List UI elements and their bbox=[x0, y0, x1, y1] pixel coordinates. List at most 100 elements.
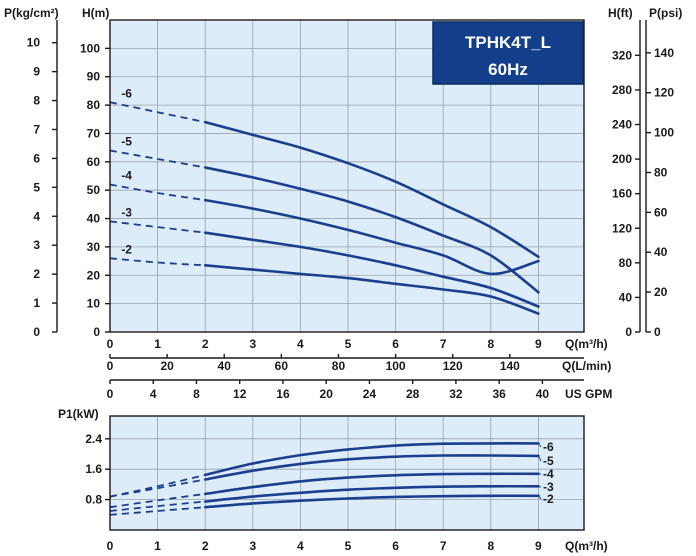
power-curve-dashed-5 bbox=[109, 478, 206, 498]
power-flow-tick-label: 9 bbox=[535, 539, 542, 553]
head-curve-5 bbox=[203, 166, 540, 294]
head-tick-label: 10 bbox=[87, 297, 101, 311]
pressure-psi-axis-unit: P(psi) bbox=[649, 6, 682, 20]
flow-lmin-tick-label: 100 bbox=[386, 359, 406, 373]
pressure-psi-tick-label: 40 bbox=[654, 245, 668, 259]
pressure-psi-tick-label: 20 bbox=[654, 285, 668, 299]
power-tick-label: 0.8 bbox=[85, 493, 102, 507]
head-tick-label: 50 bbox=[87, 183, 101, 197]
flow-lmin-tick-label: 140 bbox=[500, 359, 520, 373]
flow-m3h-axis-unit: Q(m³/h) bbox=[565, 337, 608, 351]
pressure-kg-tick-label: 2 bbox=[33, 267, 40, 281]
flow-lmin-tick-label: 80 bbox=[332, 359, 346, 373]
head-ft-tick-label: 120 bbox=[612, 221, 632, 235]
flow-m3h-tick-label: 2 bbox=[202, 337, 209, 351]
power-flow-tick-label: 6 bbox=[392, 539, 399, 553]
head-ft-tick-label: 280 bbox=[612, 83, 632, 97]
head-curve-label: -2 bbox=[121, 242, 132, 256]
head-ft-tick-label: 240 bbox=[612, 118, 632, 132]
pressure-kg-tick-label: 1 bbox=[33, 296, 40, 310]
pressure-kg-tick-label: 7 bbox=[33, 122, 40, 136]
flow-gpm-tick-label: 36 bbox=[492, 387, 506, 401]
power-curve-label: -2 bbox=[543, 492, 554, 506]
power-flow-tick-label: 4 bbox=[297, 539, 304, 553]
head-plot-labels: -6-5-4-3-20102030405060708090100H(m)0123… bbox=[4, 6, 682, 401]
pressure-kg-tick-label: 0 bbox=[33, 325, 40, 339]
power-curve-label: -3 bbox=[543, 480, 554, 494]
power-curve-leader bbox=[537, 455, 542, 462]
pressure-psi-tick-label: 120 bbox=[654, 86, 674, 100]
head-curve-dashed--3 bbox=[109, 220, 206, 234]
flow-lmin-tick-label: 0 bbox=[107, 359, 114, 373]
head-curve-label: -4 bbox=[121, 169, 132, 183]
flow-m3h-tick-label: 0 bbox=[107, 337, 114, 351]
head-tick-label: 20 bbox=[87, 268, 101, 282]
head-axis-unit: H(m) bbox=[82, 6, 109, 20]
head-tick-label: 80 bbox=[87, 98, 101, 112]
pressure-kg-tick-label: 5 bbox=[33, 180, 40, 194]
flow-gpm-tick-label: 24 bbox=[363, 387, 377, 401]
pressure-psi-tick-label: 60 bbox=[654, 205, 668, 219]
power-curve-leader bbox=[538, 485, 542, 488]
pressure-kg-tick-label: 4 bbox=[33, 209, 40, 223]
flow-lmin-tick-label: 20 bbox=[160, 359, 174, 373]
head-curve-6 bbox=[203, 120, 540, 259]
flow-m3h-tick-label: 6 bbox=[392, 337, 399, 351]
head-curve-dashed--2 bbox=[109, 257, 206, 267]
power-tick-label: 1.6 bbox=[85, 462, 102, 476]
power-curve-dashed-2 bbox=[109, 506, 206, 516]
head-tick-label: 90 bbox=[87, 70, 101, 84]
power-curves bbox=[109, 442, 542, 516]
power-axis-unit: P1(kW) bbox=[58, 407, 99, 421]
pressure-kg-tick-label: 3 bbox=[33, 238, 40, 252]
pressure-psi-tick-label: 140 bbox=[654, 46, 674, 60]
flow-m3h-tick-label: 3 bbox=[249, 337, 256, 351]
flow-lmin-tick-label: 60 bbox=[275, 359, 289, 373]
head-ft-tick-label: 80 bbox=[619, 256, 633, 270]
flow-m3h-tick-label: 7 bbox=[440, 337, 447, 351]
power-curve-6 bbox=[203, 442, 540, 477]
flow-gpm-tick-label: 20 bbox=[320, 387, 334, 401]
flow-gpm-tick-label: 0 bbox=[107, 387, 114, 401]
head-curve-2 bbox=[203, 264, 540, 315]
head-ft-axis-unit: H(ft) bbox=[608, 6, 633, 20]
power-curve-4 bbox=[203, 472, 540, 496]
flow-lmin-tick-label: 120 bbox=[443, 359, 463, 373]
flow-gpm-tick-label: 28 bbox=[406, 387, 420, 401]
head-curve-dashed--5 bbox=[109, 149, 206, 169]
head-tick-label: 40 bbox=[87, 212, 101, 226]
head-curve-label: -3 bbox=[121, 205, 132, 219]
power-plot-frame bbox=[109, 415, 585, 531]
power-curve-dashed-6 bbox=[109, 474, 206, 498]
flow-m3h-tick-label: 8 bbox=[487, 337, 494, 351]
power-curve-dashed-4 bbox=[109, 493, 206, 509]
flow-gpm-tick-label: 12 bbox=[233, 387, 247, 401]
head-curve-4 bbox=[203, 198, 540, 276]
pressure-kg-tick-label: 9 bbox=[33, 65, 40, 79]
power-curve-leader bbox=[538, 495, 542, 500]
flow-gpm-tick-label: 32 bbox=[449, 387, 463, 401]
power-curve-2 bbox=[203, 494, 540, 509]
power-flow-tick-label: 5 bbox=[345, 539, 352, 553]
head-tick-label: 70 bbox=[87, 126, 101, 140]
flow-m3h-tick-label: 1 bbox=[154, 337, 161, 351]
head-plot-axes bbox=[52, 19, 651, 384]
head-tick-label: 100 bbox=[80, 41, 100, 55]
power-flow-tick-label: 1 bbox=[154, 539, 161, 553]
head-plot-frame bbox=[109, 19, 585, 333]
head-curve-dashed--6 bbox=[109, 101, 206, 123]
head-tick-label: 60 bbox=[87, 155, 101, 169]
power-tick-label: 2.4 bbox=[85, 432, 102, 446]
power-curve-dashed-3 bbox=[109, 500, 206, 512]
power-curve-leader bbox=[537, 443, 542, 448]
power-curve-label: -4 bbox=[543, 467, 554, 481]
head-curve-label: -5 bbox=[121, 134, 132, 148]
flow-lmin-tick-label: 40 bbox=[218, 359, 232, 373]
power-curve-label: -5 bbox=[543, 454, 554, 468]
flow-gpm-tick-label: 8 bbox=[193, 387, 200, 401]
pressure-psi-tick-label: 0 bbox=[654, 325, 661, 339]
flow-m3h-tick-label: 9 bbox=[535, 337, 542, 351]
flow-gpm-tick-label: 16 bbox=[276, 387, 290, 401]
flow-gpm-axis-unit: US GPM bbox=[565, 387, 612, 401]
head-tick-label: 30 bbox=[87, 240, 101, 254]
